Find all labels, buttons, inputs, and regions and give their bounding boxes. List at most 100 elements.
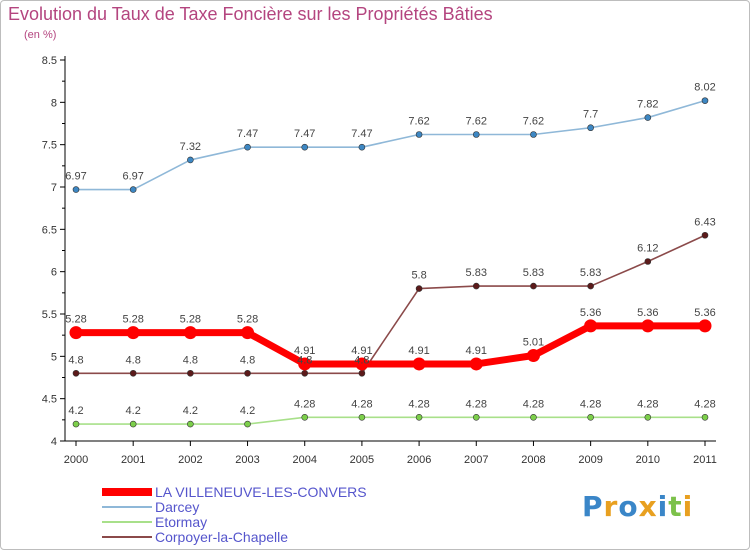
data-point [472, 413, 480, 421]
data-label: 4.28 [580, 398, 601, 410]
data-label: 5.36 [694, 307, 715, 319]
chart-title: Evolution du Taux de Taxe Foncière sur l… [8, 4, 493, 24]
data-point [129, 186, 137, 193]
proxiti-logo: Proxiti [582, 490, 694, 523]
data-point [358, 413, 366, 421]
data-label: 5.01 [523, 336, 544, 348]
data-point [644, 258, 652, 265]
legend-label: Darcey [155, 499, 199, 515]
data-point [358, 143, 366, 151]
data-point [358, 369, 366, 377]
data-point [526, 348, 540, 362]
data-label: 4.8 [68, 354, 83, 366]
data-label: 4.91 [294, 345, 315, 357]
x-tick-label: 2010 [636, 454, 660, 466]
data-label: 4.2 [183, 405, 198, 417]
y-tick-label: 6 [51, 267, 57, 279]
data-label: 7.82 [637, 99, 658, 111]
data-label: 4.8 [240, 354, 255, 366]
data-point [129, 420, 137, 428]
data-point [187, 369, 194, 377]
data-point [415, 413, 423, 421]
y-tick-label: 7 [51, 182, 57, 194]
data-point [244, 143, 251, 151]
data-point [698, 319, 712, 333]
x-tick-label: 2011 [693, 454, 717, 466]
data-point [415, 285, 423, 292]
x-tick-label: 2009 [578, 454, 602, 466]
data-label: 6.97 [122, 171, 143, 183]
series-line [76, 234, 706, 375]
legend-label: Corpoyer-la-Chapelle [155, 529, 288, 545]
data-label: 4.2 [240, 405, 255, 417]
data-label: 5.28 [65, 314, 86, 326]
series-line [76, 99, 706, 191]
y-tick-label: 8.5 [42, 55, 57, 67]
data-label: 5.28 [180, 314, 201, 326]
y-tick-label: 4 [51, 436, 57, 448]
series-line [76, 416, 705, 425]
data-point [244, 420, 251, 428]
data-label: 4.91 [408, 345, 429, 357]
data-label: 8.02 [694, 82, 715, 94]
y-tick-label: 8 [51, 97, 57, 109]
y-tick-label: 6.5 [42, 224, 57, 236]
data-point [472, 282, 480, 290]
data-point [472, 131, 480, 138]
x-tick-label: 2000 [64, 454, 88, 466]
data-label: 7.32 [180, 141, 201, 153]
chart-axes: 4 4.5 5 5.5 6 6.5 7 7.5 8 8.5 2000 2001 2002 2003 2004… [42, 55, 717, 466]
data-point [701, 231, 709, 239]
data-point [126, 326, 140, 340]
data-label: 4.28 [351, 398, 372, 410]
data-label: 4.8 [297, 354, 312, 366]
data-label: 7.47 [294, 128, 315, 140]
data-label: 4.28 [294, 398, 315, 410]
data-label: 4.8 [354, 354, 369, 366]
data-label: 6.12 [637, 243, 658, 255]
data-label: 4.28 [408, 398, 429, 410]
y-tick-label: 4.5 [42, 394, 57, 406]
data-point [69, 326, 83, 340]
x-tick-label: 2005 [350, 454, 374, 466]
data-label: 5.8 [411, 270, 426, 282]
data-label: 5.28 [237, 314, 258, 326]
data-point [244, 369, 251, 377]
data-point [701, 413, 709, 421]
data-point [301, 143, 309, 151]
x-tick-label: 2008 [521, 454, 545, 466]
data-point [415, 131, 423, 138]
data-label: 7.47 [351, 128, 372, 140]
data-point [469, 357, 483, 371]
x-tick-label: 2004 [292, 454, 316, 466]
data-point [587, 124, 594, 132]
series-layer [69, 97, 712, 428]
data-label: 4.91 [351, 345, 372, 357]
data-point [241, 326, 255, 340]
data-label: 4.8 [183, 354, 198, 366]
data-label: 5.36 [637, 307, 658, 319]
x-tick-label: 2003 [235, 454, 259, 466]
data-point [641, 319, 655, 333]
y-tick-label: 5 [51, 351, 57, 363]
data-label: 4.2 [126, 405, 141, 417]
data-point [72, 369, 80, 377]
x-tick-label: 2007 [464, 454, 488, 466]
data-point [187, 156, 194, 164]
data-label: 4.28 [466, 398, 487, 410]
data-label: 5.83 [523, 267, 544, 279]
data-point [355, 357, 369, 371]
data-point [530, 282, 537, 290]
data-point [584, 319, 598, 333]
data-label: 7.62 [466, 116, 487, 128]
data-label: 4.28 [637, 398, 658, 410]
data-labels-layer: 6.97 6.97 7.32 7.47 7.47 7.47 7.62 7.62 7.62 7.7 7… [65, 82, 715, 417]
data-point [644, 114, 652, 121]
legend: LA VILLENEUVE-LES-CONVERSDarceyEtormayCo… [102, 484, 367, 545]
x-tick-label: 2002 [178, 454, 202, 466]
data-label: 6.43 [694, 216, 715, 228]
data-point [72, 420, 80, 428]
data-point [187, 420, 194, 428]
